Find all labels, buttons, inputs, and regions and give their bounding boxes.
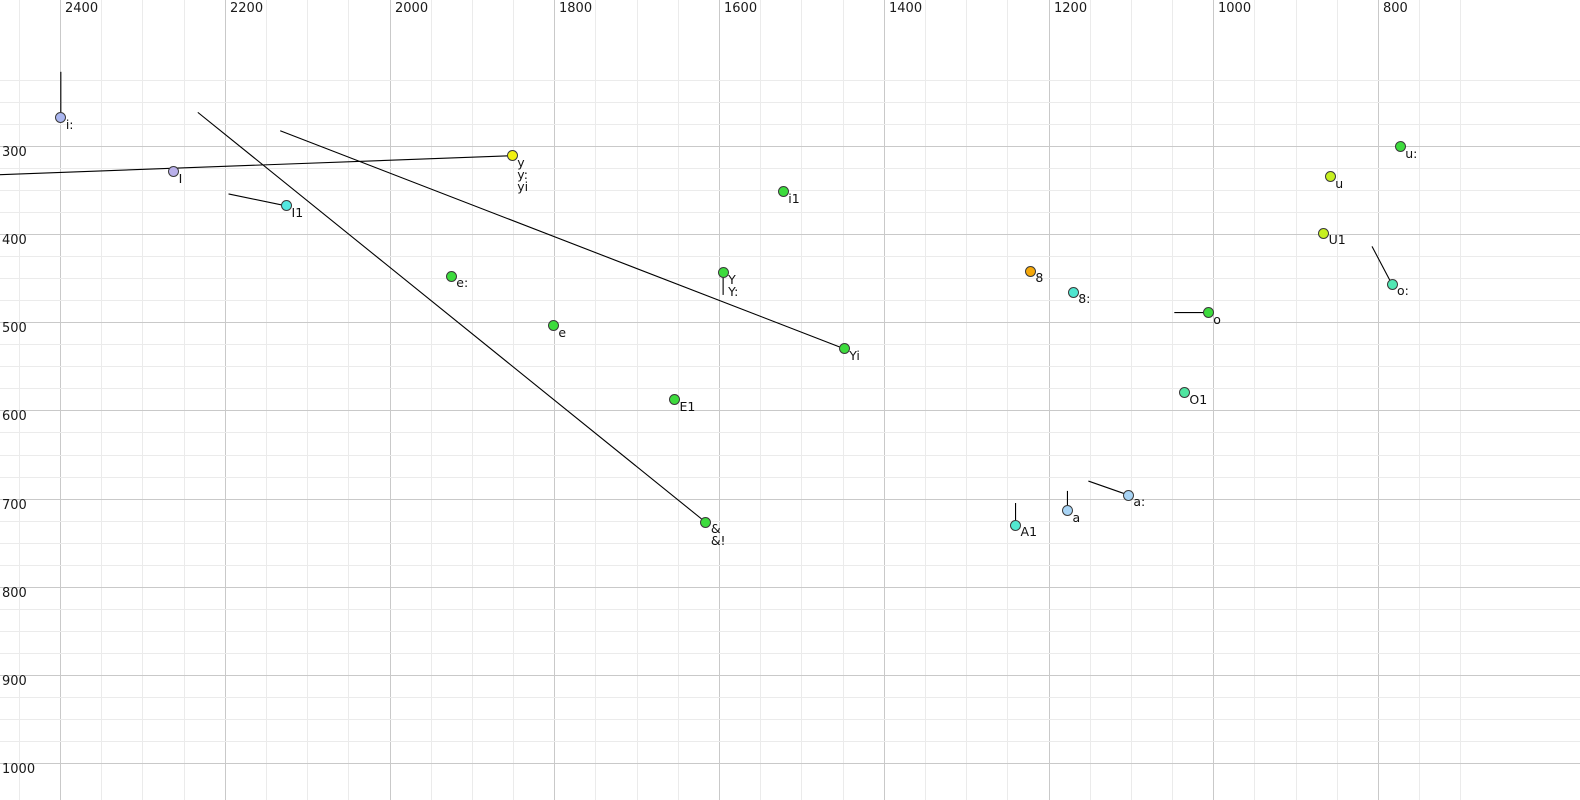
y-tick-label: 1000	[2, 762, 36, 777]
data-point-marker[interactable]	[1386, 278, 1398, 290]
data-point-label: e:	[456, 275, 469, 291]
data-point-marker[interactable]	[1067, 286, 1079, 298]
data-point-label: a:	[1133, 494, 1146, 510]
x-tick-label: 2000	[395, 1, 429, 16]
data-point-label: a	[1072, 509, 1081, 525]
data-point-label: 8	[1035, 270, 1044, 286]
data-point-marker[interactable]	[1122, 489, 1134, 501]
data-point-marker[interactable]	[1178, 387, 1190, 399]
y-tick-label: 400	[2, 233, 27, 248]
data-point-label: i1	[788, 190, 800, 206]
data-point-marker[interactable]	[1324, 171, 1336, 183]
data-point-label: i:	[65, 116, 74, 132]
x-tick-label: 2400	[65, 1, 99, 16]
data-point-label: &!	[710, 533, 726, 549]
x-tick-label: 1600	[724, 1, 758, 16]
data-point-label: u:	[1405, 145, 1418, 161]
data-point-marker[interactable]	[168, 166, 180, 178]
data-point-label: &	[710, 521, 721, 537]
data-point-label: I	[178, 170, 183, 186]
data-point-label: O1	[1189, 391, 1208, 407]
leader-lines	[0, 71, 1393, 526]
data-point-marker[interactable]	[1061, 505, 1073, 517]
data-point-label: A1	[1020, 524, 1038, 539]
data-point-marker[interactable]	[1010, 519, 1022, 531]
data-point-label: e	[558, 324, 567, 340]
data-point-marker[interactable]	[281, 200, 293, 212]
data-point-label: o:	[1397, 283, 1409, 299]
data-point-marker[interactable]	[700, 516, 712, 528]
y-tick-label: 900	[2, 674, 27, 689]
y-tick-label: 300	[2, 145, 27, 160]
y-tick-label: 600	[2, 409, 27, 424]
data-point-label: E1	[679, 398, 696, 414]
data-point-label: yi	[517, 178, 529, 194]
data-point-marker[interactable]	[1024, 265, 1036, 277]
y-tick-label: 700	[2, 498, 27, 513]
x-tick-label: 2200	[230, 1, 264, 16]
x-tick-label: 1200	[1054, 1, 1088, 16]
data-point-label: u	[1335, 175, 1344, 191]
data-point-label: Y:	[728, 283, 739, 299]
data-point-label: y:	[517, 166, 528, 182]
data-point-label: Yi	[849, 347, 860, 363]
data-point-marker[interactable]	[717, 267, 729, 279]
data-point-label: y	[517, 154, 525, 170]
data-point-label: I1	[291, 204, 304, 220]
data-point-marker[interactable]	[669, 394, 681, 406]
data-point-label: o	[1213, 311, 1221, 327]
data-point-marker[interactable]	[1318, 227, 1330, 239]
data-point-label: 8:	[1078, 291, 1091, 307]
data-point-label: U1	[1328, 232, 1346, 248]
data-point-marker[interactable]	[838, 343, 850, 355]
x-tick-label: 1000	[1218, 1, 1252, 16]
data-point-marker[interactable]	[445, 270, 457, 282]
y-tick-label: 800	[2, 586, 27, 601]
data-point-marker[interactable]	[55, 112, 67, 124]
data-point-label: Y	[728, 271, 736, 287]
data-point-marker[interactable]	[1394, 141, 1406, 153]
x-tick-label: 1400	[889, 1, 923, 16]
data-point-marker[interactable]	[547, 320, 559, 332]
x-tick-label: 1800	[559, 1, 593, 16]
data-point-marker[interactable]	[506, 150, 518, 162]
y-tick-label: 500	[2, 321, 27, 336]
x-tick-label: 800	[1383, 1, 1408, 16]
data-point-marker[interactable]	[1202, 307, 1214, 319]
data-point-marker[interactable]	[777, 186, 789, 198]
